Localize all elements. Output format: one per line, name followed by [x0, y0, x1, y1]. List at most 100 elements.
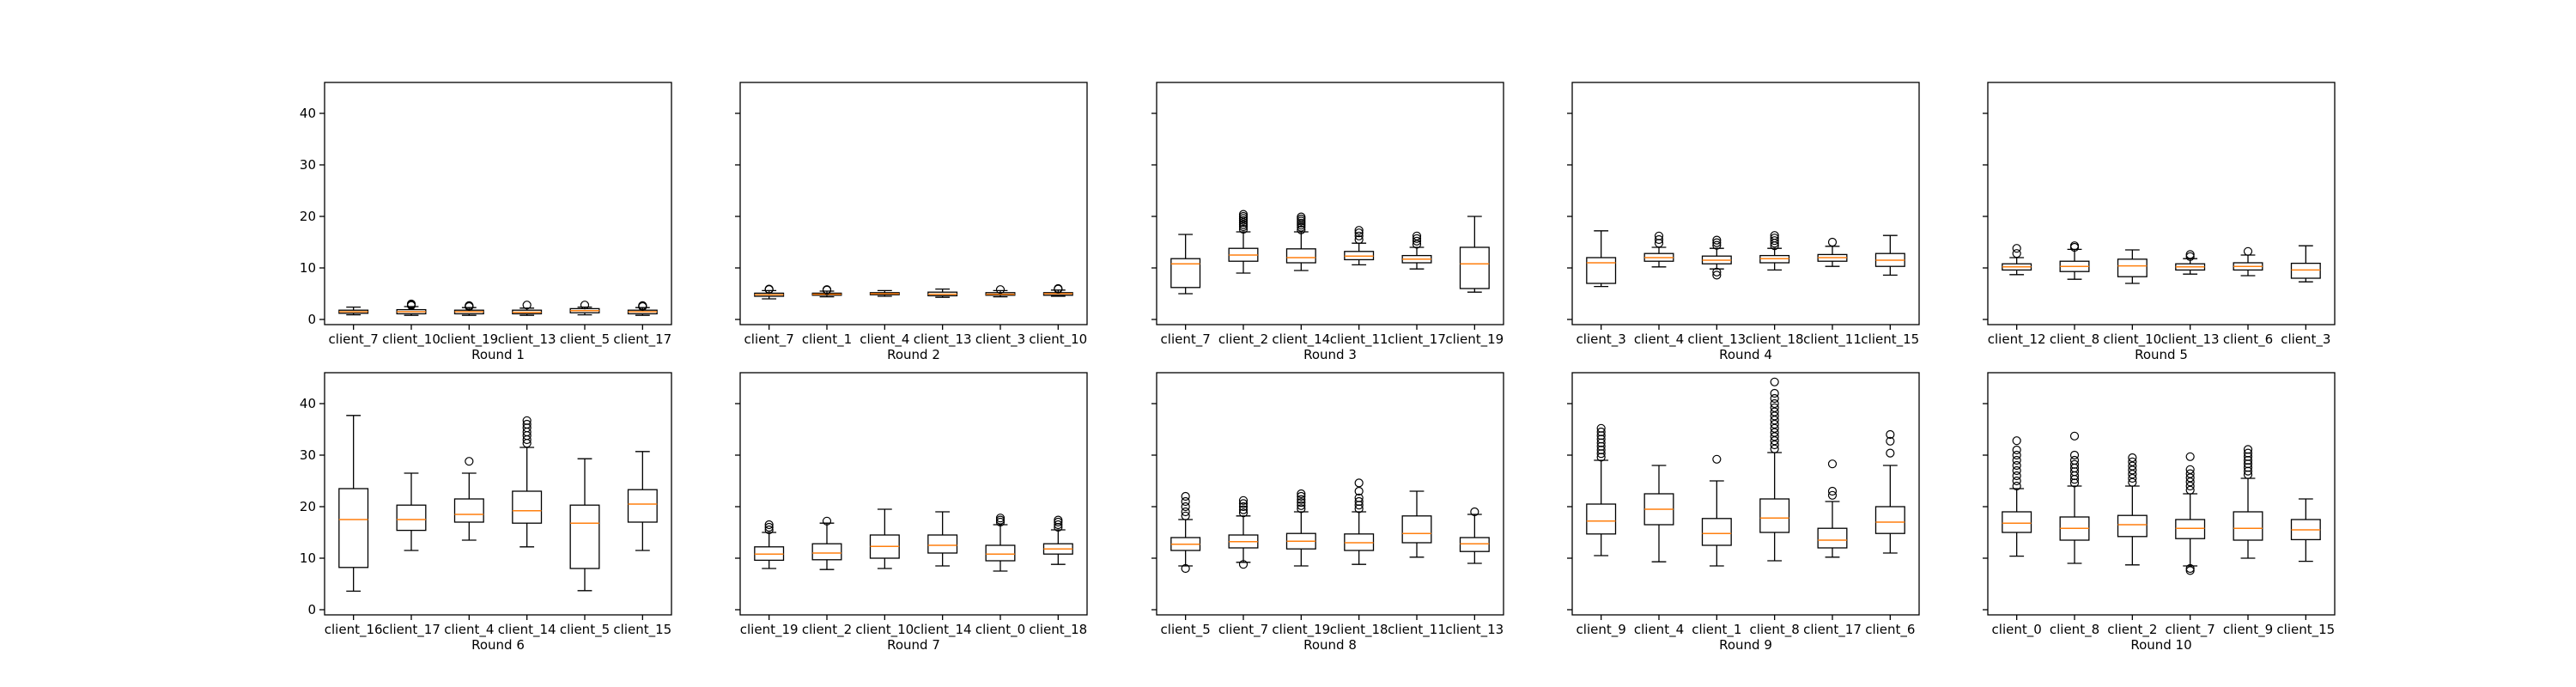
- box-client_15: [2290, 498, 2321, 562]
- box-client_8: [2059, 241, 2090, 280]
- outlier-point: [1238, 495, 1249, 505]
- outlier-point: [1354, 234, 1364, 245]
- box-client_11: [1401, 490, 1432, 558]
- outlier-point: [1054, 520, 1063, 530]
- x-tick-label: client_13: [914, 331, 972, 348]
- box-client_8: [2059, 431, 2090, 564]
- outlier-point: [1181, 502, 1190, 512]
- outlier-point: [1297, 225, 1306, 234]
- box-client_0: [2002, 436, 2032, 557]
- outlier-point: [1770, 377, 1779, 386]
- outlier-point: [2012, 481, 2021, 491]
- outlier-point: [1770, 231, 1779, 240]
- outlier-point: [1827, 486, 1838, 496]
- outlier-point: [1354, 226, 1364, 235]
- outlier-point: [1770, 416, 1779, 425]
- axes-frame: [1156, 372, 1504, 616]
- outlier-point: [1827, 237, 1838, 247]
- outlier-point: [1712, 267, 1722, 277]
- x-axis-label: Round 7: [887, 637, 940, 653]
- box-client_13: [512, 301, 543, 316]
- x-tick-label: client_8: [1750, 622, 1800, 638]
- box-iqr: [811, 543, 842, 561]
- box-client_13: [927, 288, 958, 298]
- subplot-round-3: client_7 client_2 client_14 client_11 client…: [1151, 82, 1504, 362]
- box-client_4: [453, 457, 484, 541]
- x-tick-label: client_10: [2103, 331, 2161, 348]
- outlier-point: [1770, 440, 1779, 450]
- x-tick-label: client_17: [613, 331, 671, 348]
- y-tick-label: 40: [300, 396, 316, 411]
- axes-frame: [1156, 82, 1504, 325]
- outlier-point: [2012, 450, 2021, 460]
- box-iqr: [1459, 537, 1490, 552]
- outlier-point: [1596, 423, 1606, 433]
- outlier-point: [2069, 459, 2080, 469]
- outlier-point: [2012, 249, 2021, 258]
- outlier-point: [822, 516, 832, 526]
- outlier-point: [2012, 460, 2021, 471]
- outlier-point: [1054, 283, 1063, 294]
- outlier-point: [995, 514, 1005, 523]
- outlier-point: [1712, 238, 1722, 247]
- box-iqr: [396, 504, 427, 532]
- x-tick-label: client_19: [1272, 622, 1330, 638]
- box-client_11: [1817, 237, 1848, 267]
- box-client_1: [811, 285, 842, 298]
- outlier-point: [1712, 271, 1722, 280]
- box-client_18: [1042, 515, 1073, 565]
- x-axis-label: Round 2: [887, 347, 940, 362]
- x-tick-label: client_5: [560, 622, 610, 638]
- box-client_18: [1344, 478, 1375, 565]
- x-tick-label: client_3: [1577, 331, 1626, 348]
- x-tick-label: client_17: [382, 622, 440, 638]
- outlier-point: [2128, 453, 2137, 463]
- box-client_17: [627, 301, 658, 316]
- outlier-point: [1596, 441, 1606, 451]
- box-client_17: [1817, 459, 1848, 558]
- subplot-round-7: client_19 client_2 client_10 client_14 clien…: [735, 372, 1088, 653]
- x-tick-label: client_9: [1577, 622, 1626, 638]
- outlier-point: [1412, 234, 1422, 243]
- outlier-point: [2185, 477, 2195, 487]
- x-tick-label: client_0: [975, 622, 1025, 638]
- box-iqr: [512, 490, 543, 524]
- x-axis-label: Round 10: [2130, 637, 2191, 653]
- box-client_17: [1401, 231, 1432, 270]
- box-client_18: [1759, 231, 1790, 271]
- box-client_8: [1759, 377, 1790, 562]
- subplot-round-5: client_12 client_8 client_10 client_13 clien…: [1983, 82, 2336, 362]
- outlier-point: [1596, 435, 1606, 444]
- x-tick-label: client_14: [1272, 331, 1330, 348]
- outlier-point: [1712, 454, 1722, 464]
- box-iqr: [453, 498, 484, 523]
- x-tick-label: client_15: [613, 622, 671, 638]
- outlier-point: [1770, 407, 1779, 416]
- outlier-point: [1770, 436, 1779, 446]
- box-client_3: [985, 285, 1016, 298]
- outlier-point: [2128, 457, 2137, 466]
- outlier-point: [1181, 507, 1190, 517]
- outlier-point: [995, 285, 1005, 295]
- box-client_16: [338, 415, 369, 593]
- box-iqr: [1401, 515, 1432, 544]
- outlier-point: [2185, 469, 2195, 478]
- axes-frame: [324, 372, 672, 616]
- outlier-point: [2012, 455, 2021, 465]
- box-client_17: [396, 472, 427, 551]
- box-client_4: [869, 289, 900, 297]
- outlier-point: [1238, 505, 1249, 514]
- box-client_2: [2117, 453, 2148, 566]
- outlier-point: [2012, 445, 2021, 455]
- box-client_13: [1459, 507, 1490, 564]
- outlier-point: [1827, 490, 1838, 500]
- x-tick-label: client_6: [1865, 622, 1915, 638]
- outlier-point: [2128, 465, 2137, 475]
- box-client_14: [512, 416, 543, 548]
- outlier-point: [764, 522, 774, 532]
- box-client_19: [453, 301, 484, 316]
- subplot-round-9: client_9 client_4 client_1 client_8 client_1…: [1567, 372, 1920, 653]
- outlier-point: [1412, 231, 1422, 240]
- outlier-point: [1654, 231, 1664, 240]
- y-tick-label: 20: [300, 209, 316, 224]
